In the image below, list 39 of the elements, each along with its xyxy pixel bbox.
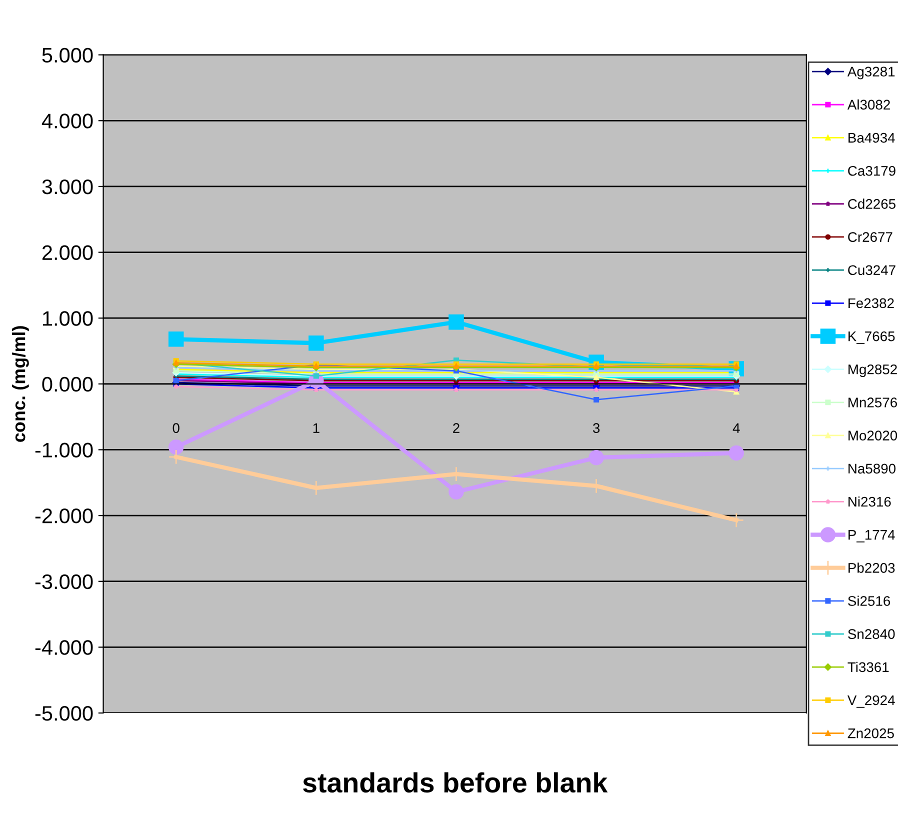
legend-label: Cu3247 xyxy=(848,265,896,276)
legend-label: Al3082 xyxy=(847,99,890,110)
y-tick-label: 5.000 xyxy=(42,48,93,63)
legend-label: Mo2020 xyxy=(848,430,898,440)
legend-label: Si2516 xyxy=(848,596,890,606)
legend-label: Sn2840 xyxy=(848,629,895,639)
legend-label: Ag3281 xyxy=(847,66,895,80)
y-tick-label: -1.000 xyxy=(35,442,93,458)
y-tick-label: -5.000 xyxy=(35,706,93,721)
legend-label: Fe2382 xyxy=(848,298,894,308)
legend-label: Ni2316 xyxy=(848,496,891,507)
y-axis-title: conc. (mg/ml) xyxy=(12,326,29,442)
legend-label: Ca3179 xyxy=(848,166,896,176)
y-tick-label: -4.000 xyxy=(35,640,93,655)
x-tick-label: 2 xyxy=(453,423,460,433)
legend-label: V_2924 xyxy=(847,695,895,708)
legend-label: Mn2576 xyxy=(848,398,897,408)
legend-label: Mg2852 xyxy=(848,364,897,378)
y-tick-label: 4.000 xyxy=(42,114,93,128)
y-tick-label: -2.000 xyxy=(35,508,93,524)
y-tick-label: 0.000 xyxy=(42,376,93,392)
x-tick-label: 0 xyxy=(172,423,180,434)
x-tick-label: 4 xyxy=(732,423,740,433)
y-tick-label: -3.000 xyxy=(35,574,93,590)
legend-label: K_7665 xyxy=(848,331,895,344)
legend-label: Na5890 xyxy=(848,464,896,474)
legend-label: P_1774 xyxy=(848,530,895,542)
x-tick-label: 3 xyxy=(592,423,600,434)
legend-label: Cd2265 xyxy=(848,198,896,209)
legend-label: Pb2203 xyxy=(848,562,895,573)
y-tick-label: 3.000 xyxy=(42,179,93,194)
legend-label: Zn2025 xyxy=(848,728,894,738)
legend-label: Ba4934 xyxy=(848,132,895,143)
y-tick-label: 1.000 xyxy=(43,311,93,326)
legend-label: Cr2677 xyxy=(848,232,892,242)
y-tick-label: 2.000 xyxy=(42,245,93,260)
x-axis-title: standards before blank xyxy=(303,772,608,793)
legend-label: Ti3361 xyxy=(848,662,889,672)
x-tick-label: 1 xyxy=(313,423,320,433)
